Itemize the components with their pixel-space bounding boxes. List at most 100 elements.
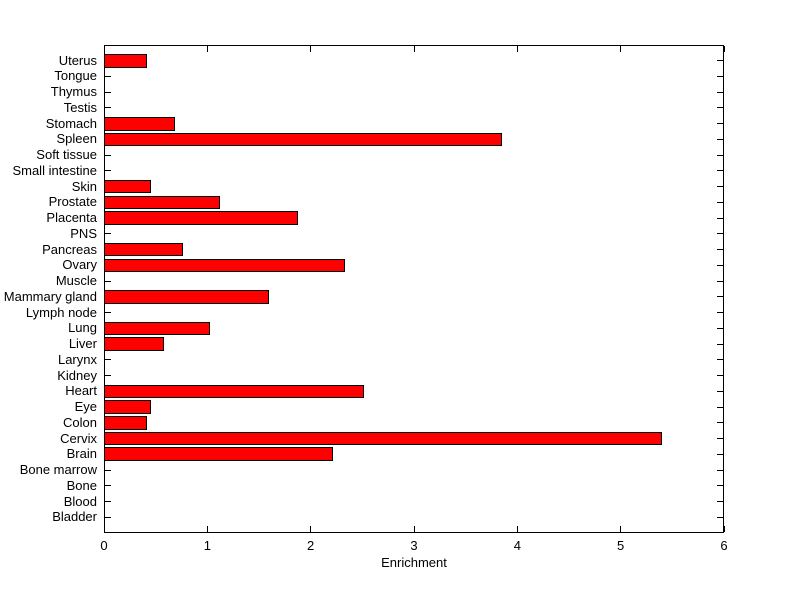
bar bbox=[104, 53, 148, 68]
y-tick-mark-right bbox=[717, 422, 723, 424]
x-tick-mark-bottom bbox=[516, 526, 518, 532]
y-category-label: Blood bbox=[63, 493, 97, 509]
y-tick-mark-right bbox=[717, 170, 723, 172]
x-tick-mark-bottom bbox=[206, 526, 208, 532]
y-tick-mark-right bbox=[717, 438, 723, 440]
y-category-label: Cervix bbox=[60, 430, 97, 446]
y-category-label: Testis bbox=[63, 99, 97, 115]
y-category-label: Heart bbox=[65, 383, 97, 399]
y-category-label: Colon bbox=[63, 414, 97, 430]
y-tick-mark-right bbox=[717, 469, 723, 471]
bar bbox=[104, 337, 164, 351]
y-tick-mark-right bbox=[717, 60, 723, 62]
y-tick-mark-right bbox=[717, 296, 723, 298]
y-tick-mark-right bbox=[717, 516, 723, 518]
x-tick-label: 3 bbox=[410, 538, 418, 553]
y-category-label: Mammary gland bbox=[3, 288, 97, 304]
bar bbox=[104, 211, 299, 225]
x-tick-label: 5 bbox=[617, 538, 625, 553]
y-category-label: Brain bbox=[66, 446, 97, 462]
x-tick-mark-top bbox=[620, 46, 622, 52]
y-category-label: Spleen bbox=[56, 131, 97, 147]
y-tick-mark-right bbox=[717, 201, 723, 203]
y-category-label: Liver bbox=[68, 336, 97, 352]
y-category-label: Eye bbox=[74, 399, 97, 415]
y-tick-mark-left bbox=[105, 75, 111, 77]
y-tick-mark-left bbox=[105, 516, 111, 518]
y-tick-mark-right bbox=[717, 154, 723, 156]
y-tick-mark-right bbox=[717, 123, 723, 125]
bar bbox=[104, 431, 662, 446]
y-tick-mark-right bbox=[717, 501, 723, 503]
bar bbox=[104, 384, 365, 399]
y-category-label: Stomach bbox=[45, 115, 97, 131]
bar bbox=[104, 132, 502, 147]
y-tick-mark-right bbox=[717, 264, 723, 266]
y-category-label: Soft tissue bbox=[36, 147, 97, 163]
y-tick-mark-right bbox=[717, 138, 723, 140]
y-category-label: Bone bbox=[66, 477, 97, 493]
y-category-label: Tongue bbox=[54, 68, 97, 84]
bar bbox=[104, 116, 176, 131]
x-tick-mark-bottom bbox=[103, 526, 105, 532]
y-category-label: Placenta bbox=[46, 210, 97, 226]
y-tick-mark-right bbox=[717, 327, 723, 329]
x-tick-mark-top bbox=[413, 46, 415, 52]
y-tick-mark-right bbox=[717, 390, 723, 392]
y-tick-mark-left bbox=[105, 469, 111, 471]
x-tick-mark-bottom bbox=[413, 526, 415, 532]
bar bbox=[104, 242, 183, 257]
y-tick-mark-left bbox=[105, 375, 111, 377]
y-tick-mark-right bbox=[717, 312, 723, 314]
y-tick-mark-right bbox=[717, 217, 723, 219]
y-tick-mark-left bbox=[105, 501, 111, 503]
y-tick-mark-left bbox=[105, 312, 111, 314]
x-tick-label: 2 bbox=[307, 538, 315, 553]
bar bbox=[104, 400, 151, 414]
bar bbox=[104, 179, 151, 194]
y-tick-mark-left bbox=[105, 485, 111, 487]
x-tick-mark-bottom bbox=[310, 526, 312, 532]
y-category-label: Pancreas bbox=[42, 241, 97, 257]
y-tick-mark-left bbox=[105, 91, 111, 93]
x-tick-mark-bottom bbox=[723, 526, 725, 532]
bar bbox=[104, 321, 211, 336]
y-tick-mark-left bbox=[105, 154, 111, 156]
bar bbox=[104, 416, 148, 430]
y-category-label: Larynx bbox=[57, 351, 97, 367]
y-tick-mark-right bbox=[717, 91, 723, 93]
y-tick-mark-left bbox=[105, 233, 111, 235]
y-category-label: Uterus bbox=[58, 52, 97, 68]
x-tick-label: 0 bbox=[100, 538, 108, 553]
y-tick-mark-right bbox=[717, 75, 723, 77]
y-category-label: Lung bbox=[68, 320, 97, 336]
y-category-label: Thymus bbox=[50, 84, 97, 100]
y-category-label: Bone marrow bbox=[19, 462, 97, 478]
y-tick-mark-right bbox=[717, 280, 723, 282]
y-tick-mark-left bbox=[105, 107, 111, 109]
y-tick-mark-left bbox=[105, 170, 111, 172]
bar bbox=[104, 195, 220, 210]
y-tick-mark-right bbox=[717, 359, 723, 361]
y-tick-mark-right bbox=[717, 249, 723, 251]
x-tick-mark-top bbox=[103, 46, 105, 52]
y-category-label: Ovary bbox=[62, 257, 97, 273]
y-category-label: Lymph node bbox=[25, 304, 97, 320]
bar bbox=[104, 447, 334, 462]
y-category-label: Skin bbox=[71, 178, 97, 194]
y-tick-mark-right bbox=[717, 233, 723, 235]
y-tick-mark-left bbox=[105, 359, 111, 361]
y-category-label: PNS bbox=[70, 225, 97, 241]
x-tick-mark-top bbox=[206, 46, 208, 52]
y-tick-mark-right bbox=[717, 406, 723, 408]
y-tick-mark-right bbox=[717, 107, 723, 109]
x-tick-mark-top bbox=[310, 46, 312, 52]
x-tick-mark-top bbox=[516, 46, 518, 52]
y-category-label: Small intestine bbox=[12, 162, 97, 178]
x-tick-label: 6 bbox=[720, 538, 728, 553]
y-category-label: Prostate bbox=[48, 194, 97, 210]
y-tick-mark-right bbox=[717, 343, 723, 345]
y-tick-mark-left bbox=[105, 280, 111, 282]
y-tick-mark-right bbox=[717, 453, 723, 455]
